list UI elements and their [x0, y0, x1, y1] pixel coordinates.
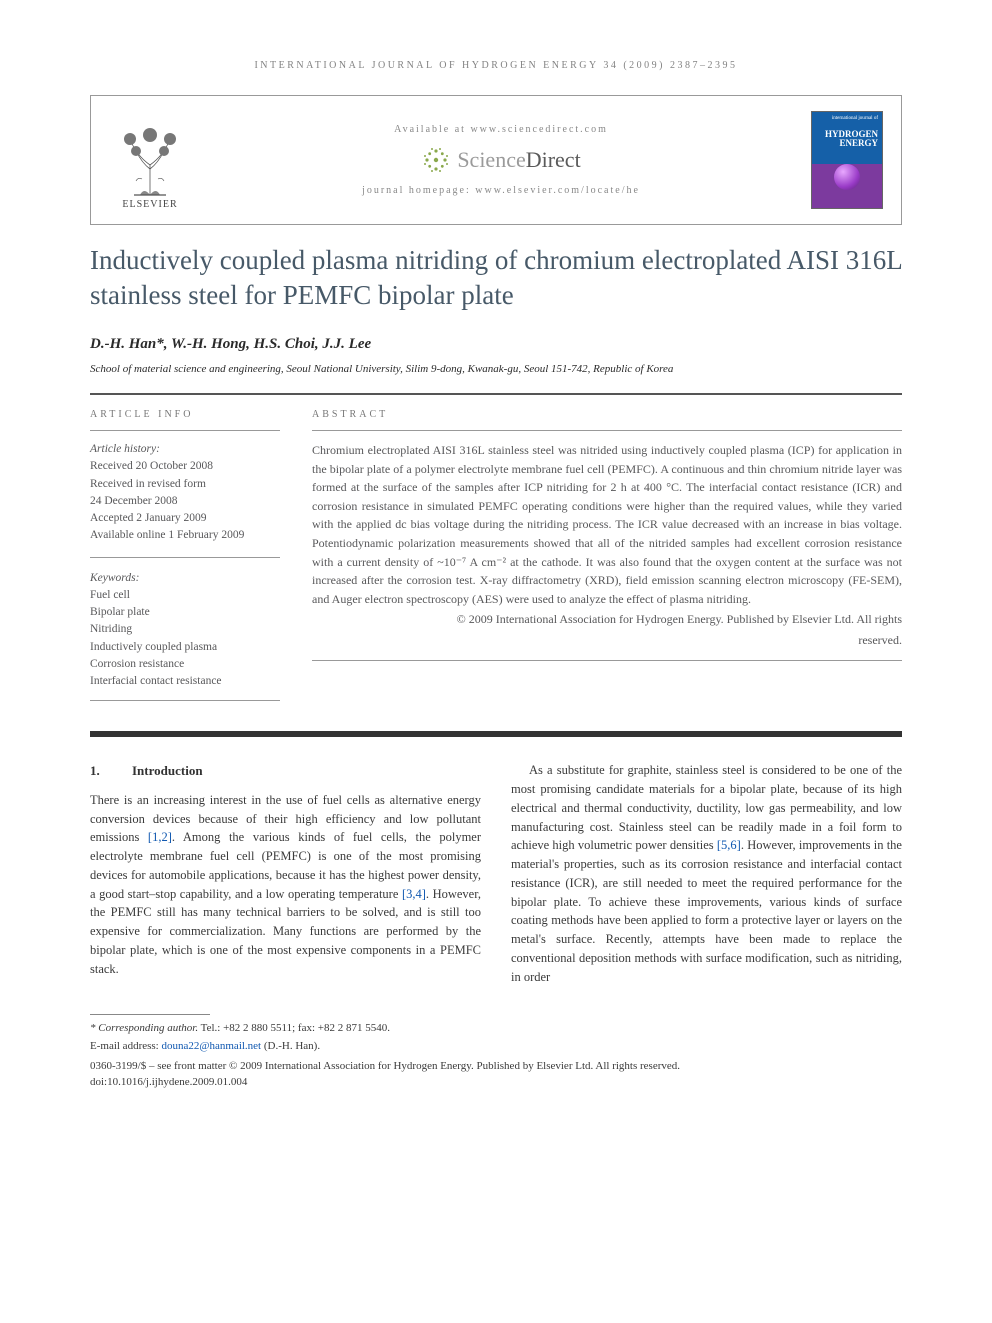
- journal-cover: international journal of HYDROGENENERGY: [811, 111, 883, 209]
- keywords-label: Keywords:: [90, 570, 280, 587]
- elsevier-name: ELSEVIER: [122, 199, 177, 210]
- bottom-copyright: 0360-3199/$ – see front matter © 2009 In…: [90, 1059, 902, 1091]
- authors: D.-H. Han*, W.-H. Hong, H.S. Choi, J.J. …: [90, 336, 902, 353]
- sciencedirect-logo[interactable]: ScienceDirect: [421, 145, 580, 175]
- section-heading: 1.Introduction: [90, 761, 481, 781]
- section-number: 1.: [90, 761, 132, 781]
- abstract-rule-bottom: [312, 660, 902, 661]
- keyword: Nitriding: [90, 621, 280, 638]
- corresponding-author: * Corresponding author. Tel.: +82 2 880 …: [90, 1021, 902, 1037]
- journal-homepage: journal homepage: www.elsevier.com/locat…: [362, 185, 640, 196]
- article-info: ARTICLE INFO Article history: Received 2…: [90, 409, 280, 701]
- abstract-copyright-1: © 2009 International Association for Hyd…: [312, 610, 902, 629]
- cover-orb-icon: [834, 164, 860, 190]
- abstract-head: ABSTRACT: [312, 409, 902, 420]
- body-columns: 1.Introduction There is an increasing in…: [90, 761, 902, 992]
- running-head: INTERNATIONAL JOURNAL OF HYDROGEN ENERGY…: [90, 60, 902, 71]
- info-rule: [90, 430, 280, 431]
- journal-header: ELSEVIER Available at www.sciencedirect.…: [90, 95, 902, 225]
- online-date: Available online 1 February 2009: [90, 527, 280, 544]
- abstract-rule: [312, 430, 902, 431]
- elsevier-logo: ELSEVIER: [109, 110, 191, 210]
- info-rule-3: [90, 700, 280, 701]
- accepted-date: Accepted 2 January 2009: [90, 510, 280, 527]
- cover-pretitle: international journal of: [816, 116, 878, 122]
- meta-row: ARTICLE INFO Article history: Received 2…: [90, 409, 902, 701]
- received-date: Received 20 October 2008: [90, 458, 280, 475]
- elsevier-tree-icon: [112, 125, 188, 197]
- body-paragraph: As a substitute for graphite, stainless …: [511, 761, 902, 986]
- header-center: Available at www.sciencedirect.com: [209, 124, 793, 196]
- body-paragraph: There is an increasing interest in the u…: [90, 791, 481, 979]
- sciencedirect-burst-icon: [421, 145, 451, 175]
- available-at: Available at www.sciencedirect.com: [394, 124, 608, 135]
- cover-title: HYDROGENENERGY: [825, 130, 878, 148]
- footnotes: * Corresponding author. Tel.: +82 2 880 …: [90, 1021, 902, 1055]
- heavy-divider: [90, 731, 902, 737]
- affiliation: School of material science and engineeri…: [90, 363, 902, 375]
- section-title: Introduction: [132, 763, 203, 778]
- info-rule-2: [90, 557, 280, 558]
- keyword: Corrosion resistance: [90, 656, 280, 673]
- doi-line: doi:10.1016/j.ijhydene.2009.01.004: [90, 1075, 902, 1091]
- citation-link[interactable]: [5,6]: [717, 838, 741, 852]
- abstract-copyright-2: reserved.: [312, 631, 902, 650]
- email-line: E-mail address: douna22@hanmail.net (D.-…: [90, 1039, 902, 1055]
- revised-line1: Received in revised form: [90, 476, 280, 493]
- citation-link[interactable]: [3,4]: [402, 887, 426, 901]
- keyword: Interfacial contact resistance: [90, 673, 280, 690]
- sciencedirect-text: ScienceDirect: [457, 147, 580, 173]
- keyword: Fuel cell: [90, 587, 280, 604]
- citation-link[interactable]: [1,2]: [148, 830, 172, 844]
- abstract-text: Chromium electroplated AISI 316L stainle…: [312, 443, 902, 606]
- article-title: Inductively coupled plasma nitriding of …: [90, 243, 902, 312]
- front-matter-line: 0360-3199/$ – see front matter © 2009 In…: [90, 1059, 902, 1075]
- history-label: Article history:: [90, 441, 280, 458]
- rule-above-meta: [90, 393, 902, 395]
- email-link[interactable]: douna22@hanmail.net: [161, 1040, 261, 1052]
- abstract-block: ABSTRACT Chromium electroplated AISI 316…: [312, 409, 902, 701]
- keyword: Bipolar plate: [90, 604, 280, 621]
- revised-line2: 24 December 2008: [90, 493, 280, 510]
- keyword: Inductively coupled plasma: [90, 639, 280, 656]
- footnote-rule: [90, 1014, 210, 1015]
- article-info-head: ARTICLE INFO: [90, 409, 280, 420]
